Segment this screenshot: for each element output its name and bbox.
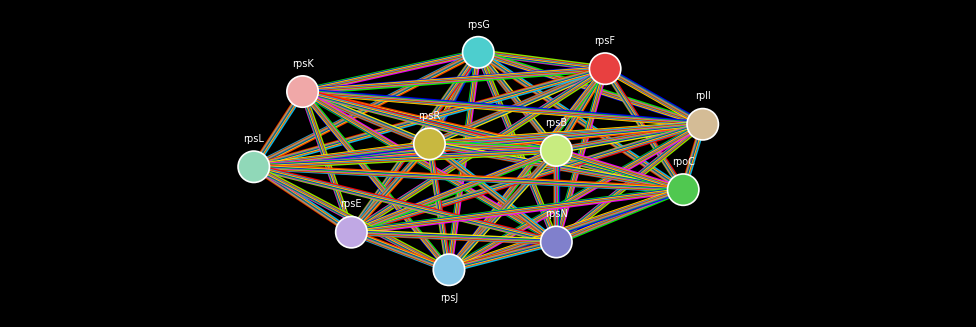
Circle shape	[541, 135, 572, 166]
Circle shape	[463, 37, 494, 68]
Text: rpoC: rpoC	[671, 157, 695, 167]
Text: rpll: rpll	[695, 92, 711, 101]
Circle shape	[541, 226, 572, 258]
Text: rpsG: rpsG	[467, 20, 490, 29]
Text: rpsJ: rpsJ	[440, 293, 458, 302]
Text: rpsE: rpsE	[341, 199, 362, 209]
Text: rpsL: rpsL	[243, 134, 264, 144]
Circle shape	[287, 76, 318, 107]
Text: rpsK: rpsK	[292, 59, 313, 69]
Circle shape	[687, 109, 718, 140]
Text: rpsF: rpsF	[594, 36, 616, 46]
Circle shape	[590, 53, 621, 84]
Circle shape	[336, 216, 367, 248]
Text: rpsN: rpsN	[545, 209, 568, 219]
Circle shape	[238, 151, 269, 182]
Text: rpsB: rpsB	[546, 118, 567, 128]
Circle shape	[668, 174, 699, 205]
Circle shape	[433, 254, 465, 285]
Circle shape	[414, 128, 445, 160]
Text: rpsR: rpsR	[419, 111, 440, 121]
